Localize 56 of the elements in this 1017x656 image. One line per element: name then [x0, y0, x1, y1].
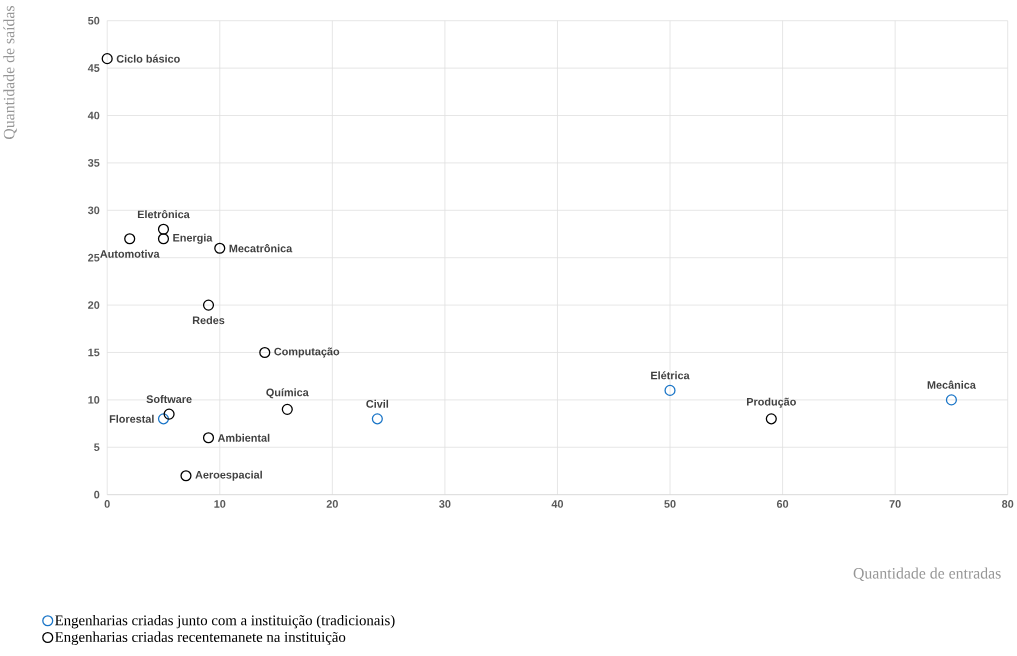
- y-tick-label: 20: [88, 301, 100, 310]
- y-tick-label: 35: [87, 159, 100, 167]
- x-axis-title: Quantidade de entradas: [853, 567, 1001, 582]
- annotation: Ambiental: [217, 433, 270, 442]
- x-tick-label: 60: [776, 500, 789, 508]
- point: [259, 347, 271, 359]
- point: [945, 394, 957, 406]
- y-tick-label: 10: [88, 396, 100, 404]
- annotation: Civil: [366, 399, 389, 408]
- annotation: Energia: [173, 233, 213, 245]
- annotation: Elétrica: [651, 371, 690, 380]
- point: [765, 413, 777, 425]
- x-tick-label: 80: [1001, 500, 1014, 508]
- y-tick-label: 15: [88, 348, 100, 357]
- annotation: Mecânica: [927, 380, 976, 390]
- x-tick-label: 70: [889, 500, 901, 508]
- point: [163, 408, 175, 420]
- x-tick-label: 0: [104, 500, 110, 508]
- x-tick-label: 40: [551, 500, 564, 508]
- point: [202, 299, 215, 311]
- annotation: Eletrônica: [137, 210, 190, 219]
- y-axis-title: Quantidade de saídas: [3, 6, 17, 140]
- x-tick-label: 20: [326, 500, 338, 508]
- y-tick-label: 45: [87, 64, 100, 73]
- point: [214, 242, 226, 254]
- y-tick-label: 5: [94, 443, 100, 452]
- point: [664, 385, 676, 397]
- point: [157, 223, 170, 236]
- legend-label: Engenharias criadas junto com a instituição (tradicionais): [55, 615, 395, 629]
- y-tick-label: 25: [88, 254, 100, 262]
- annotation: Química: [266, 388, 309, 399]
- point: [101, 53, 113, 65]
- y-tick-label: 0: [94, 491, 100, 499]
- x-tick-label: 30: [439, 500, 451, 509]
- point: [371, 413, 383, 425]
- annotation: Produção: [746, 397, 796, 408]
- point: [202, 432, 215, 444]
- x-tick-label: 10: [214, 500, 226, 508]
- point: [157, 413, 170, 425]
- annotation: Florestal: [109, 415, 154, 424]
- annotation: Automotiva: [100, 249, 160, 258]
- y-tick-label: 30: [87, 206, 100, 215]
- point: [124, 233, 136, 245]
- y-tick-label: 40: [87, 111, 100, 120]
- annotation: Computação: [274, 347, 340, 358]
- point: [157, 233, 170, 245]
- annotation: Ciclo básico: [116, 54, 180, 63]
- y-tick-label: 50: [88, 17, 100, 25]
- annotation: Redes: [192, 316, 225, 325]
- legend-label: Engenharias criadas recentemanete na instituição: [55, 631, 346, 646]
- annotation: Software: [146, 395, 192, 404]
- point: [180, 470, 192, 482]
- annotation: Aeroespacial: [195, 470, 262, 481]
- annotation: Mecatrônica: [229, 244, 293, 253]
- x-tick-label: 50: [664, 500, 676, 508]
- point: [281, 403, 293, 416]
